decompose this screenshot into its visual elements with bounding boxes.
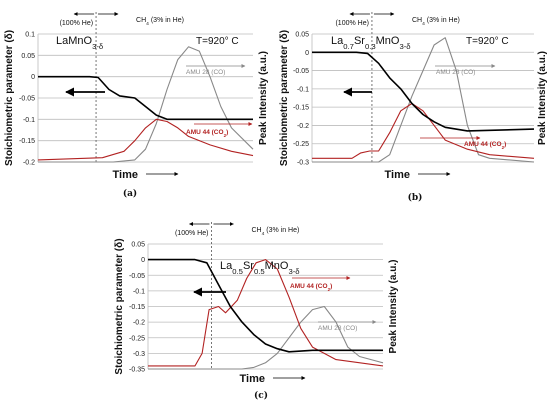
- y-tick-label: 0: [141, 257, 145, 264]
- x-axis-label: Time: [240, 373, 265, 385]
- y-tick-label: -0.2: [297, 123, 309, 130]
- y-axis-label: Stoichiometric parameter (δ): [114, 238, 125, 374]
- panel-a: 0.1 0.05 0 -0.05 -0.1 -0.15 -0.2 (100% He) CH4 (…: [4, 12, 269, 199]
- delta-series-line: [38, 75, 253, 121]
- delta-series-line: [312, 51, 535, 132]
- co2-series-line: [312, 102, 535, 159]
- y-tick-label: -0.25: [293, 141, 309, 148]
- co-series-label: AMU 28 (CO): [318, 325, 357, 332]
- panel-caption: (b): [408, 192, 423, 203]
- y-tick-label: -0.05: [293, 68, 309, 75]
- temperature-label: T=920° C: [466, 36, 509, 47]
- co-series-line: [148, 305, 384, 370]
- co-series-label: AMU 28 (CO): [436, 69, 475, 76]
- co2-series-line: [37, 118, 254, 161]
- y-tick-label: 0.05: [295, 32, 309, 39]
- y-tick-label: 0.05: [131, 242, 145, 249]
- y-tick-label: 0.05: [21, 53, 35, 60]
- co-series-label: AMU 28 (CO): [186, 69, 225, 76]
- x-axis-label: Time: [385, 169, 410, 181]
- y-tick-label: 0: [31, 74, 35, 81]
- ch4-phase-label: CH4 (3% in He): [412, 17, 460, 27]
- right-axis-label: Peak Intensity (a.u.): [388, 260, 399, 354]
- y-tick-label: -0.25: [129, 335, 145, 342]
- panel-title: La0.5Sr0.5MnO3-δ: [220, 260, 300, 276]
- ch4-phase-label: CH4 (3% in He): [136, 17, 184, 27]
- panel-caption: (a): [123, 188, 137, 199]
- y-tick-label: -0.15: [129, 304, 145, 311]
- he-phase-label: (100% He): [175, 230, 208, 237]
- co-series-line: [312, 37, 535, 163]
- y-tick-label: 0: [305, 50, 309, 57]
- x-axis-label: Time: [113, 169, 138, 181]
- delta-series-line: [148, 258, 383, 353]
- y-tick-label: -0.35: [129, 367, 145, 374]
- y-tick-label: -0.05: [129, 273, 145, 280]
- co2-series-label: AMU 44 (CO2): [290, 283, 332, 292]
- panel-caption: (c): [254, 390, 268, 401]
- y-axis-label: Stoichiometric parameter (δ): [279, 30, 290, 166]
- y-tick-label: -0.3: [133, 351, 145, 358]
- y-tick-label: 0.1: [25, 32, 35, 39]
- temperature-label: T=920° C: [196, 36, 239, 47]
- y-tick-label: -0.1: [297, 86, 309, 93]
- y-tick-label: -0.1: [133, 288, 145, 295]
- y-axis-label: Stoichiometric parameter (δ): [4, 30, 15, 166]
- right-axis-label: Peak Intensity (a.u.): [537, 51, 548, 145]
- ch4-phase-label: CH4 (3% in He): [251, 227, 299, 237]
- y-tick-label: -0.15: [19, 138, 35, 145]
- y-tick-label: -0.2: [23, 160, 35, 167]
- panel-title: LaMnO3-δ: [56, 35, 103, 51]
- co2-series-label: AMU 44 (CO2): [464, 141, 506, 150]
- panel-b: 0.05 0 -0.05 -0.1 -0.15 -0.2 -0.25 -0.3 (100% He…: [279, 12, 548, 203]
- panel-c: 0.05 0 -0.05 -0.1 -0.15 -0.2 -0.25 -0.3 -0.35 (10…: [114, 222, 399, 401]
- y-tick-label: -0.3: [297, 160, 309, 167]
- co2-series-label: AMU 44 (CO2): [186, 129, 228, 138]
- y-tick-label: -0.15: [293, 105, 309, 112]
- he-phase-label: (100% He): [60, 20, 93, 27]
- y-tick-label: -0.05: [19, 96, 35, 103]
- y-tick-label: -0.2: [133, 320, 145, 327]
- panel-title: La0.7Sr0.3MnO3-δ: [331, 35, 411, 51]
- y-tick-label: -0.1: [23, 117, 35, 124]
- co2-series-line: [148, 259, 384, 367]
- he-phase-label: (100% He): [335, 20, 368, 27]
- right-axis-label: Peak Intensity (a.u.): [258, 51, 269, 145]
- co-series-line: [38, 46, 254, 163]
